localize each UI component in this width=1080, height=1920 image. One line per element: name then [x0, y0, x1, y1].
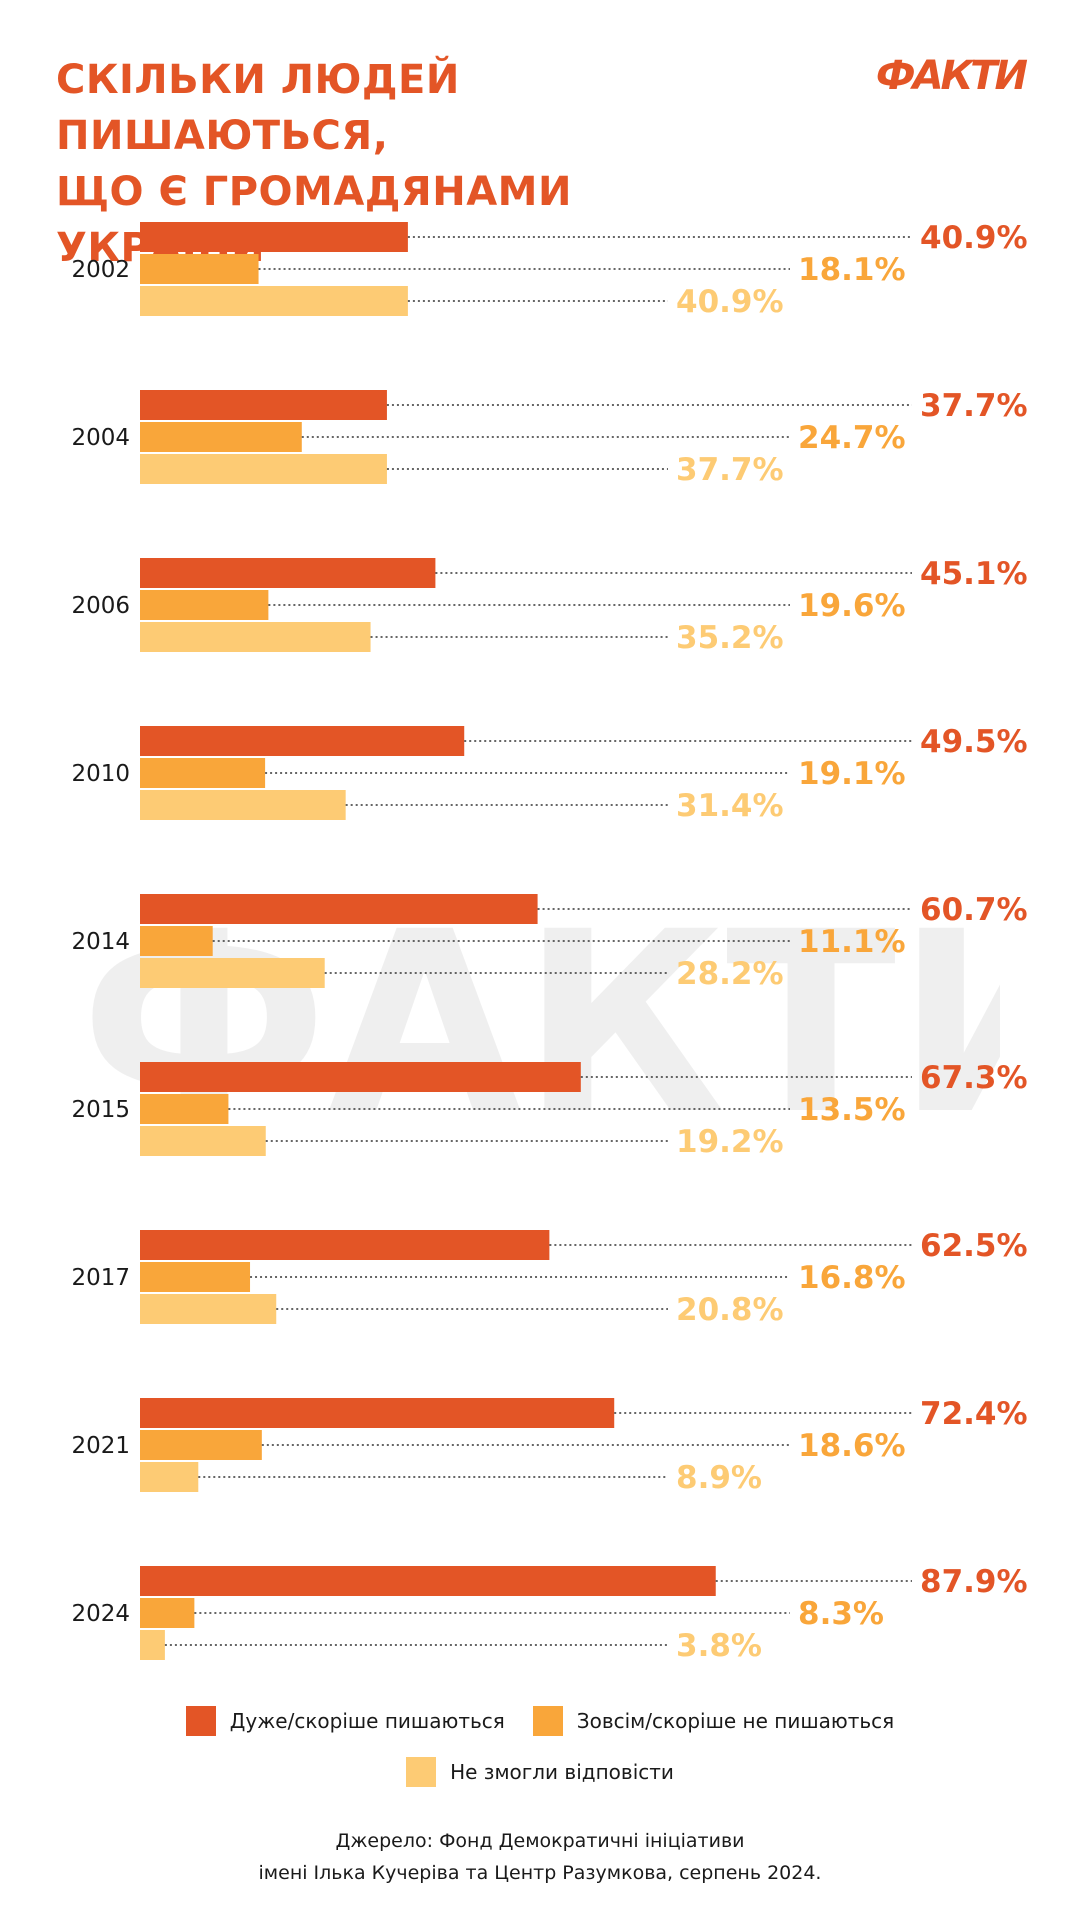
year-label: 2002 — [71, 257, 130, 283]
bar-no-answer — [140, 1462, 199, 1492]
value-label-proud: 49.5% — [920, 724, 1028, 760]
value-label-not-proud: 16.8% — [798, 1260, 906, 1296]
year-group-2015: 2015 67.3% 13.5% 19.2% — [71, 1060, 1027, 1160]
legend-label-not-proud: Зовсім/скоріше не пишаються — [576, 1709, 895, 1733]
bar-no-answer — [140, 1294, 277, 1324]
year-label: 2017 — [71, 1265, 130, 1291]
bar-proud — [140, 390, 387, 420]
year-group-2021: 2021 72.4% 18.6% 8.9% — [71, 1396, 1027, 1496]
legend-swatch-proud — [185, 1706, 216, 1736]
legend-item-not-proud: Зовсім/скоріше не пишаються — [532, 1705, 895, 1737]
value-label-not-proud: 24.7% — [798, 420, 906, 456]
source-line-1: Джерело: Фонд Демократичні ініціативи — [335, 1830, 745, 1852]
bar-not-proud — [140, 1262, 251, 1292]
value-label-proud: 40.9% — [920, 220, 1028, 256]
year-label: 2004 — [71, 425, 130, 451]
value-label-proud: 37.7% — [920, 388, 1028, 424]
source-note: Джерело: Фонд Демократичні ініціативи ім… — [0, 1825, 1080, 1889]
bar-not-proud — [140, 926, 213, 956]
value-label-proud: 87.9% — [920, 1564, 1028, 1600]
bar-not-proud — [140, 254, 259, 284]
value-label-no-answer: 8.9% — [676, 1460, 762, 1496]
year-label: 2006 — [71, 593, 130, 619]
legend-row-1: Дуже/скоріше пишаються Зовсім/скоріше не… — [0, 1705, 1080, 1737]
year-group-2004: 2004 37.7% 24.7% 37.7% — [71, 388, 1027, 488]
bar-proud — [140, 1398, 615, 1428]
chart-legend: Дуже/скоріше пишаються Зовсім/скоріше не… — [0, 1705, 1080, 1807]
value-label-no-answer: 31.4% — [676, 788, 784, 824]
year-label: 2014 — [71, 929, 130, 955]
value-label-no-answer: 20.8% — [676, 1292, 784, 1328]
value-label-not-proud: 13.5% — [798, 1092, 906, 1128]
bar-not-proud — [140, 758, 266, 788]
value-label-not-proud: 19.1% — [798, 756, 906, 792]
bar-proud — [140, 558, 436, 588]
legend-item-proud: Дуже/скоріше пишаються — [185, 1705, 505, 1737]
legend-item-no-answer: Не змогли відповісти — [406, 1756, 674, 1788]
bar-no-answer — [140, 1126, 266, 1156]
value-label-proud: 67.3% — [920, 1060, 1028, 1096]
bar-no-answer — [140, 1630, 165, 1660]
value-label-proud: 62.5% — [920, 1228, 1028, 1264]
value-label-proud: 72.4% — [920, 1396, 1028, 1432]
year-group-2010: 2010 49.5% 19.1% 31.4% — [71, 724, 1027, 824]
year-label: 2010 — [71, 761, 130, 787]
source-line-2: імені Ілька Кучеріва та Центр Разумкова,… — [258, 1862, 822, 1884]
bar-not-proud — [140, 1598, 195, 1628]
value-label-not-proud: 8.3% — [798, 1596, 884, 1632]
bar-no-answer — [140, 286, 408, 316]
bar-proud — [140, 1230, 550, 1260]
value-label-not-proud: 18.6% — [798, 1428, 906, 1464]
bar-not-proud — [140, 1094, 229, 1124]
legend-label-proud: Дуже/скоріше пишаються — [229, 1709, 505, 1733]
value-label-proud: 45.1% — [920, 556, 1028, 592]
bar-not-proud — [140, 422, 302, 452]
bar-no-answer — [140, 958, 325, 988]
bar-proud — [140, 894, 538, 924]
value-label-no-answer: 35.2% — [676, 620, 784, 656]
year-group-2024: 2024 87.9% 8.3% 3.8% — [71, 1564, 1027, 1664]
year-label: 2015 — [71, 1097, 130, 1123]
brand-logo: ФАКТИ — [875, 53, 1028, 99]
legend-swatch-not-proud — [532, 1706, 563, 1736]
bar-proud — [140, 1062, 581, 1092]
value-label-proud: 60.7% — [920, 892, 1028, 928]
value-label-not-proud: 11.1% — [798, 924, 906, 960]
title-line-1: СКІЛЬКИ ЛЮДЕЙ ПИШАЮТЬСЯ, — [56, 57, 460, 159]
value-label-no-answer: 28.2% — [676, 956, 784, 992]
year-label: 2021 — [71, 1433, 130, 1459]
year-group-2006: 2006 45.1% 19.6% 35.2% — [71, 556, 1027, 656]
year-group-2002: 2002 40.9% 18.1% 40.9% — [71, 220, 1027, 320]
value-label-not-proud: 18.1% — [798, 252, 906, 288]
bar-no-answer — [140, 454, 387, 484]
legend-label-no-answer: Не змогли відповісти — [450, 1760, 674, 1784]
bar-no-answer — [140, 622, 371, 652]
bar-not-proud — [140, 1430, 262, 1460]
bar-proud — [140, 726, 465, 756]
value-label-no-answer: 19.2% — [676, 1124, 784, 1160]
value-label-no-answer: 40.9% — [676, 284, 784, 320]
bar-no-answer — [140, 790, 346, 820]
bar-proud — [140, 222, 408, 252]
bar-not-proud — [140, 590, 269, 620]
bar-proud — [140, 1566, 716, 1596]
year-group-2014: 2014 60.7% 11.1% 28.2% — [71, 892, 1027, 992]
legend-row-2: Не змогли відповісти — [0, 1756, 1080, 1788]
bar-chart: 200240.9%18.1%40.9%200437.7%24.7%37.7%20… — [71, 220, 1027, 1664]
value-label-no-answer: 37.7% — [676, 452, 784, 488]
value-label-not-proud: 19.6% — [798, 588, 906, 624]
legend-swatch-no-answer — [406, 1757, 437, 1787]
year-label: 2024 — [71, 1601, 130, 1627]
value-label-no-answer: 3.8% — [676, 1628, 762, 1664]
year-group-2017: 2017 62.5% 16.8% 20.8% — [71, 1228, 1027, 1328]
